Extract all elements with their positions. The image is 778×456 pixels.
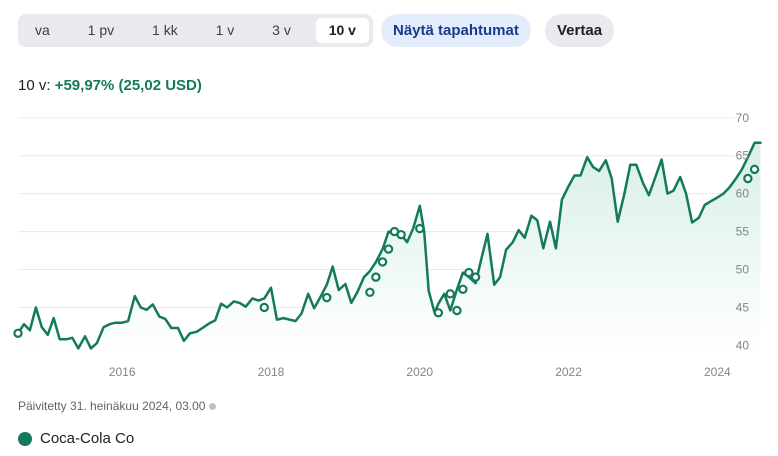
event-markers[interactable]	[13, 164, 760, 338]
period-label: 10 v:	[18, 77, 51, 94]
x-tick-label: 2022	[555, 365, 582, 379]
range-tab-10-years[interactable]: 10 v	[315, 18, 369, 43]
status-dot-icon	[209, 403, 217, 410]
event-marker[interactable]	[377, 257, 388, 267]
event-marker[interactable]	[458, 284, 468, 294]
performance-summary: 10 v: +59,97% (25,02 USD)	[18, 77, 202, 94]
y-axis: 40 45 50 55 60 65 70	[736, 111, 750, 353]
event-marker[interactable]	[383, 244, 394, 254]
range-selector: va 1 pv 1 kk 1 v 3 v 10 v	[18, 14, 373, 47]
event-marker[interactable]	[322, 292, 332, 303]
compare-button[interactable]: Vertaa	[545, 14, 615, 47]
event-marker[interactable]	[365, 287, 375, 298]
x-tick-label: 2024	[704, 365, 731, 379]
y-tick-label: 45	[736, 300, 750, 314]
range-tab-1-day[interactable]: 1 pv	[87, 22, 115, 38]
event-marker[interactable]	[445, 289, 455, 299]
updated-timestamp: Päivitetty 31. heinäkuu 2024, 03.00	[18, 399, 217, 413]
event-marker[interactable]	[259, 302, 269, 313]
x-axis: 2016 2018 2020 2022 2024	[109, 365, 731, 379]
event-marker[interactable]	[749, 164, 760, 175]
y-tick-label: 55	[736, 225, 750, 239]
y-tick-label: 65	[736, 149, 750, 163]
event-marker[interactable]	[452, 305, 462, 316]
event-marker[interactable]	[371, 272, 381, 282]
range-tab-3-years[interactable]: 3 v	[272, 22, 291, 38]
legend: Coca-Cola Co	[18, 430, 134, 447]
show-events-button[interactable]: Näytä tapahtumat	[381, 14, 531, 47]
updated-text: Päivitetty 31. heinäkuu 2024, 03.00	[18, 399, 206, 413]
x-tick-label: 2016	[109, 365, 136, 379]
legend-swatch-icon	[18, 431, 32, 446]
x-tick-label: 2020	[406, 365, 433, 379]
y-tick-label: 70	[736, 111, 750, 125]
event-marker[interactable]	[470, 272, 481, 282]
y-tick-label: 40	[736, 338, 750, 352]
event-marker[interactable]	[464, 267, 474, 278]
stock-price-chart[interactable]: 40 45 50 55 60 65 70 2016 2018 2020 2022 2024	[0, 100, 778, 390]
x-tick-label: 2018	[258, 365, 285, 379]
event-marker[interactable]	[396, 229, 406, 240]
price-change: +59,97% (25,02 USD)	[54, 77, 202, 94]
event-marker[interactable]	[433, 308, 444, 318]
event-marker[interactable]	[743, 173, 753, 184]
event-marker[interactable]	[415, 223, 425, 234]
legend-label: Coca-Cola Co	[40, 430, 135, 447]
range-tab-1-year[interactable]: 1 v	[215, 22, 235, 38]
event-marker[interactable]	[13, 328, 23, 338]
y-tick-label: 60	[736, 187, 750, 201]
y-tick-label: 50	[736, 263, 750, 277]
range-tab-today[interactable]: va	[35, 22, 50, 38]
range-tab-1-month[interactable]: 1 kk	[152, 22, 178, 38]
